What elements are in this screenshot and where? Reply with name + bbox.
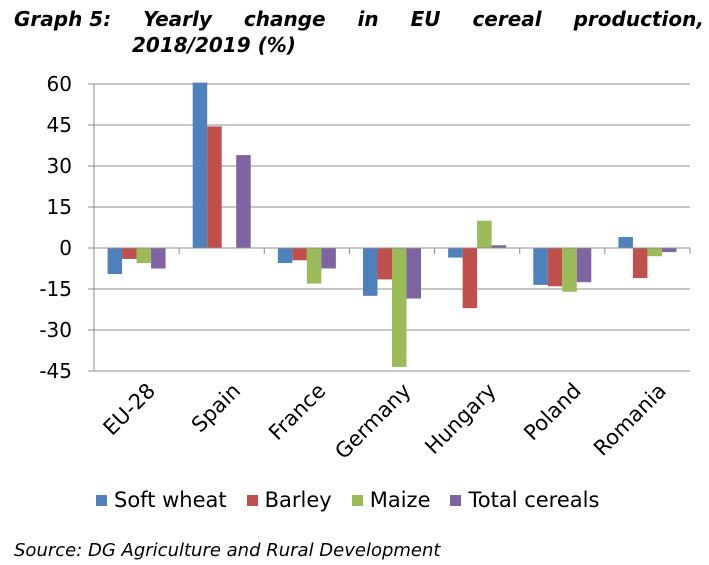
source-note: Source: DG Agriculture and Rural Develop… xyxy=(14,540,441,561)
title-word: Yearly xyxy=(143,7,212,31)
legend: Soft wheat Barley Maize Total cereals xyxy=(96,488,619,512)
x-axis-labels: EU-28 Spain France Germany Hungary Poland Roma… xyxy=(99,379,671,464)
legend-label: Total cereals xyxy=(468,488,600,512)
y-tick-label: -15 xyxy=(39,277,72,301)
legend-swatch xyxy=(246,494,258,506)
bar-total-cereals xyxy=(491,245,507,248)
legend-label: Maize xyxy=(369,488,431,512)
legend-label: Barley xyxy=(264,488,332,512)
bar-soft-wheat xyxy=(192,82,208,248)
legend-item-barley: Barley xyxy=(246,488,332,512)
bars xyxy=(107,82,677,367)
title-word: EU xyxy=(410,7,441,31)
x-tick-label: Germany xyxy=(330,379,415,464)
bar-barley xyxy=(547,248,563,287)
x-tick-label: EU-28 xyxy=(99,379,160,440)
bar-maize xyxy=(306,248,322,284)
bar-barley xyxy=(207,126,222,248)
title-word: cereal xyxy=(472,7,542,31)
axes xyxy=(93,84,691,371)
x-tick-label: Spain xyxy=(187,379,245,437)
bar-total-cereals xyxy=(236,155,251,248)
y-tick-label: 60 xyxy=(47,72,72,96)
bar-maize xyxy=(477,220,492,248)
bar-barley xyxy=(632,248,648,279)
bar-soft-wheat xyxy=(107,248,123,274)
bar-barley xyxy=(122,248,137,259)
legend-swatch xyxy=(351,494,363,506)
y-tick-label: -45 xyxy=(39,359,72,383)
bar-total-cereals xyxy=(406,248,421,299)
legend-swatch xyxy=(450,494,462,506)
title-line-1: Graph 5: Yearly change in EU cereal prod… xyxy=(14,6,704,32)
title-word: production, xyxy=(573,7,704,31)
bar-soft-wheat xyxy=(533,248,548,285)
bar-barley xyxy=(462,248,478,309)
y-tick-label: 45 xyxy=(47,113,72,137)
bar-soft-wheat xyxy=(277,248,293,264)
legend-item-maize: Maize xyxy=(351,488,431,512)
bar-barley xyxy=(292,248,307,261)
legend-swatch xyxy=(96,494,107,506)
bar-total-cereals xyxy=(661,248,677,253)
bar-soft-wheat xyxy=(363,248,378,296)
y-axis-ticks: 60 45 30 15 0 -15 -30 -45 xyxy=(39,72,94,383)
x-tick-label: France xyxy=(264,379,330,445)
title-word: change xyxy=(243,7,326,31)
bar-barley xyxy=(377,248,392,280)
y-tick-label: 30 xyxy=(47,154,72,178)
bar-maize xyxy=(392,248,407,367)
legend-item-total-cereals: Total cereals xyxy=(450,488,599,512)
x-tick-label: Poland xyxy=(519,379,586,446)
bar-total-cereals xyxy=(576,248,592,283)
legend-label: Soft wheat xyxy=(114,488,227,512)
bar-total-cereals xyxy=(321,248,336,269)
bar-soft-wheat xyxy=(448,248,463,258)
title-word: Graph 5: xyxy=(14,7,112,31)
title-word: in xyxy=(357,7,379,31)
title-line-2: 2018/2019 (%) xyxy=(132,33,296,57)
bar-maize xyxy=(136,248,152,264)
bar-total-cereals xyxy=(151,248,166,269)
bar-maize xyxy=(562,248,577,292)
legend-item-soft-wheat: Soft wheat xyxy=(96,488,227,512)
bar-chart: 60 45 30 15 0 -15 -30 -45 EU-28 Spain France Germa… xyxy=(39,72,691,464)
bar-maize xyxy=(647,248,662,257)
bar-soft-wheat xyxy=(618,237,633,248)
y-tick-label: 15 xyxy=(47,195,72,219)
x-tick-label: Hungary xyxy=(420,379,500,459)
x-tick-label: Romania xyxy=(589,379,671,461)
y-tick-label: 0 xyxy=(59,236,72,260)
y-tick-label: -30 xyxy=(39,318,72,342)
chart-title: Graph 5: Yearly change in EU cereal prod… xyxy=(14,6,704,58)
